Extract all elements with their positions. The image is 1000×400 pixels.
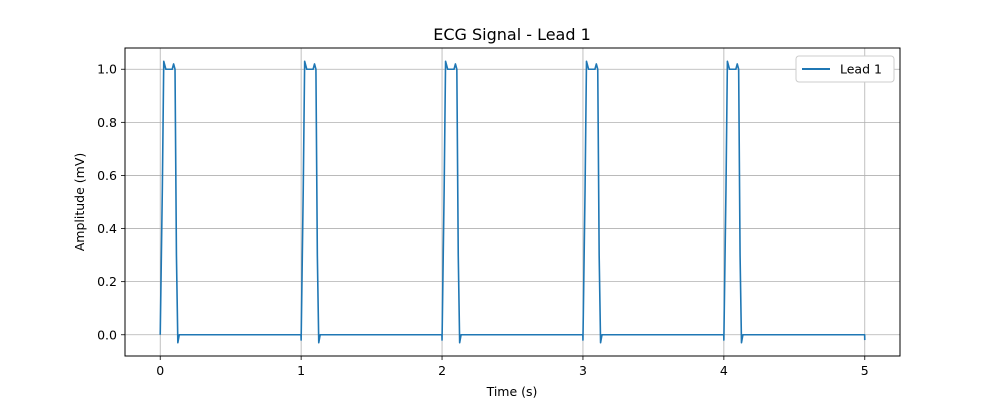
legend-label-lead-1: Lead 1	[840, 62, 882, 77]
x-axis-label: Time (s)	[486, 384, 538, 399]
y-axis-label: Amplitude (mV)	[72, 153, 87, 252]
y-tick-label: 0.4	[97, 221, 117, 236]
y-tick-label: 0.0	[97, 327, 117, 342]
y-tick-label: 0.8	[97, 115, 117, 130]
x-axis-ticks: 0 1 2 3 4 5	[156, 356, 869, 378]
chart-title: ECG Signal - Lead 1	[433, 25, 591, 44]
y-axis-ticks: 0.0 0.2 0.4 0.6 0.8 1.0	[97, 62, 125, 342]
x-tick-label: 0	[156, 363, 164, 378]
legend: Lead 1	[795, 55, 895, 83]
plot-frame	[124, 47, 901, 357]
series-line-lead-1	[159, 60, 866, 344]
y-tick-label: 1.0	[97, 62, 117, 77]
x-tick-label: 1	[297, 363, 305, 378]
x-tick-label: 4	[720, 363, 728, 378]
legend-box	[795, 55, 895, 83]
x-tick-label: 2	[438, 363, 446, 378]
x-tick-label: 3	[579, 363, 587, 378]
x-tick-label: 5	[861, 363, 869, 378]
y-tick-label: 0.2	[97, 274, 117, 289]
series-layer	[159, 60, 866, 344]
y-tick-label: 0.6	[97, 168, 117, 183]
